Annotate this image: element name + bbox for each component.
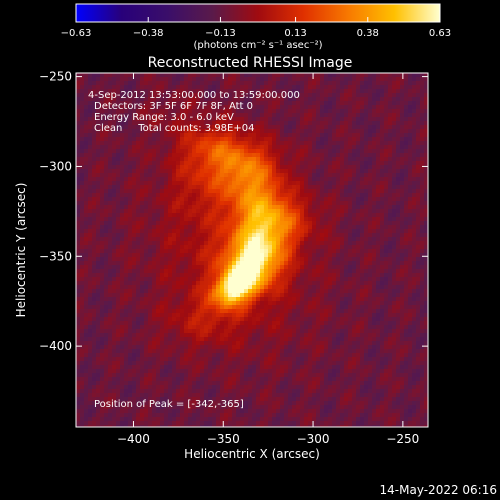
heatmap-plot: −400 −350 −300 −250 −250 −300 −350 −400 4-Sep-… bbox=[39, 70, 429, 446]
y-axis-tick-label: −300 bbox=[39, 159, 72, 173]
colorbar-tick-label: −0.38 bbox=[133, 28, 164, 39]
colorbar-unit-label: (photons cm⁻² s⁻¹ asec⁻²) bbox=[193, 40, 322, 51]
colorbar-tick-label: −0.63 bbox=[61, 28, 92, 39]
heatmap-image bbox=[76, 73, 428, 427]
x-axis-tick-label: −350 bbox=[207, 432, 240, 446]
colorbar-tick-label: −0.13 bbox=[205, 28, 236, 39]
peak-position-label: Position of Peak = [-342,-365] bbox=[94, 399, 244, 410]
footer-timestamp: 14-May-2022 06:16 bbox=[380, 483, 497, 497]
x-axis-tick-label: −300 bbox=[297, 432, 330, 446]
x-axis-tick-label: −400 bbox=[117, 432, 150, 446]
colorbar: −0.63 −0.38 −0.13 0.13 0.38 0.63 (photons cm⁻… bbox=[61, 3, 451, 51]
y-axis-tick-label: −350 bbox=[39, 249, 72, 263]
info-line-clean-counts: Clean Total counts: 3.98E+04 bbox=[94, 123, 254, 134]
colorbar-tick-label: 0.13 bbox=[284, 28, 306, 39]
y-axis-label: Heliocentric Y (arcsec) bbox=[14, 183, 28, 318]
y-axis-ticks: −250 −300 −350 −400 bbox=[39, 70, 428, 353]
colorbar-tick-label: 0.38 bbox=[357, 28, 379, 39]
colorbar-frame bbox=[75, 3, 441, 23]
colorbar-ticks: −0.63 −0.38 −0.13 0.13 0.38 0.63 bbox=[61, 17, 451, 39]
x-axis-ticks: −400 −350 −300 −250 bbox=[117, 73, 419, 446]
y-axis-tick-label: −250 bbox=[39, 70, 72, 84]
x-axis-label: Heliocentric X (arcsec) bbox=[184, 447, 320, 461]
info-line-detectors: Detectors: 3F 5F 6F 7F 8F, Att 0 bbox=[94, 101, 253, 112]
y-axis-tick-label: −400 bbox=[39, 339, 72, 353]
x-axis-tick-label: −250 bbox=[386, 432, 419, 446]
info-line-energy-range: Energy Range: 3.0 - 6.0 keV bbox=[94, 112, 234, 123]
heatmap-image-wrapper bbox=[76, 73, 428, 427]
colorbar-gradient bbox=[76, 4, 440, 22]
info-line-time-range: 4-Sep-2012 13:53:00.000 to 13:59:00.000 bbox=[88, 90, 300, 101]
plot-title: Reconstructed RHESSI Image bbox=[148, 55, 353, 71]
plot-frame bbox=[75, 72, 429, 428]
colorbar-tick-label: 0.63 bbox=[429, 28, 451, 39]
